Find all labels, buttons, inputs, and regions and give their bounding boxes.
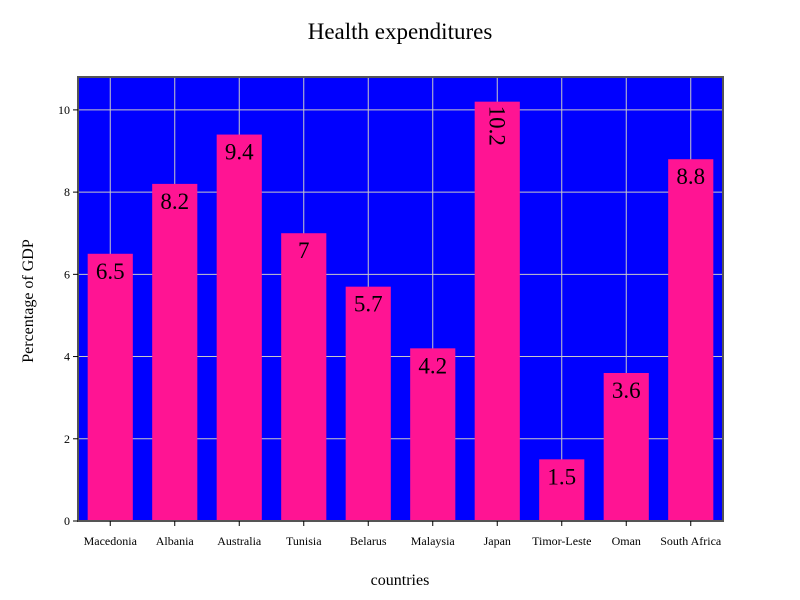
bar-data-label: 3.6 (612, 378, 641, 403)
y-tick-label: 2 (64, 432, 70, 446)
bar-data-label: 6.5 (96, 259, 125, 284)
bar (216, 134, 262, 522)
bar (281, 233, 327, 521)
x-tick-label: Oman (612, 534, 641, 548)
x-tick-label: Albania (156, 534, 195, 548)
x-axis-title: countries (371, 572, 430, 589)
bar (474, 101, 520, 522)
x-tick-label: South Africa (660, 534, 722, 548)
bar-data-label: 5.7 (354, 292, 383, 317)
bar-data-label: 9.4 (225, 140, 254, 165)
y-tick-label: 4 (64, 350, 70, 364)
x-tick-label: Australia (217, 534, 262, 548)
x-tick-label: Japan (484, 534, 511, 548)
x-axis: Macedonia Albania Australia Tunisia Belarus M… (84, 521, 722, 548)
y-tick-label: 10 (58, 103, 70, 117)
bar (603, 373, 649, 521)
bar (410, 348, 456, 521)
plot-frame (77, 76, 724, 522)
bars (87, 101, 714, 522)
x-tick-label: Malaysia (411, 534, 456, 548)
bar-data-label: 8.2 (160, 189, 189, 214)
bar (87, 253, 133, 521)
x-tick-label: Timor-Leste (532, 534, 591, 548)
bar-data-label: 10.2 (484, 106, 509, 146)
bar (539, 459, 585, 521)
y-tick-label: 0 (64, 514, 70, 528)
y-axis: 0 2 4 6 8 10 (58, 103, 78, 528)
bar-data-label: 1.5 (547, 464, 576, 489)
chart-title: Health expenditures (308, 19, 493, 44)
bar-data-label: 7 (298, 238, 310, 263)
bar (668, 159, 714, 521)
x-tick-label: Tunisia (286, 534, 322, 548)
bar (152, 183, 198, 521)
bar (345, 286, 391, 521)
x-tick-label: Macedonia (84, 534, 138, 548)
x-tick-label: Belarus (350, 534, 387, 548)
bar-data-label: 8.8 (676, 164, 705, 189)
bar-data-label: 4.2 (418, 353, 447, 378)
y-axis-title: Percentage of GDP (20, 239, 37, 363)
y-tick-label: 8 (64, 185, 70, 199)
y-tick-label: 6 (64, 267, 70, 281)
bar-labels: 6.5 8.2 9.4 7 5.7 4.2 10.2 1.5 3.6 8.8 (96, 106, 705, 490)
